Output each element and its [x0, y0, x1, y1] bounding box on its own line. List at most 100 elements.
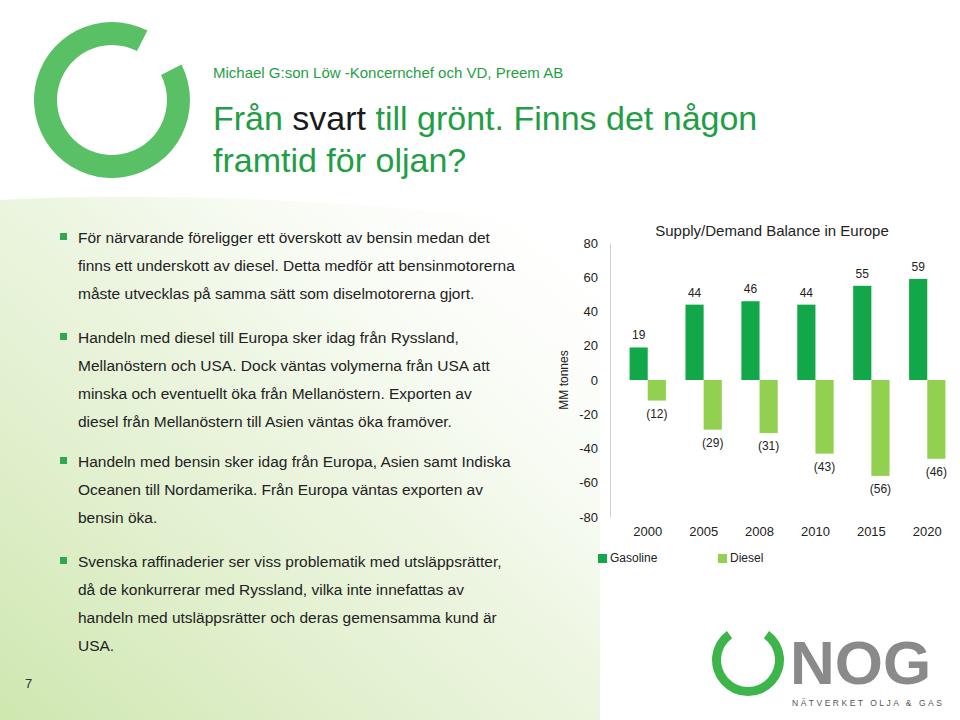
data-label: (43)	[814, 460, 835, 474]
bullet-text: För närvarande föreligger ett överskott …	[78, 229, 491, 246]
data-label: (12)	[646, 407, 667, 421]
y-tick-label: 60	[584, 270, 598, 285]
bar	[909, 279, 927, 380]
x-tick-label: 2008	[745, 524, 774, 539]
bullet-text: då de konkurrerar med Ryssland, vilka in…	[78, 581, 464, 598]
data-label: 59	[911, 260, 925, 274]
legend-swatch	[598, 554, 607, 563]
y-tick-label: -80	[579, 510, 598, 525]
bullet-text: bensin öka.	[78, 509, 157, 526]
bar	[685, 305, 703, 380]
page-number: 7	[25, 676, 32, 691]
y-axis-line	[610, 244, 611, 518]
x-tick-label: 2015	[857, 524, 886, 539]
legend-label: Gasoline	[610, 551, 658, 565]
bullet-text: finns ett underskott av diesel. Detta me…	[78, 257, 515, 274]
y-tick: 60	[584, 270, 610, 285]
bar	[853, 286, 871, 380]
x-tick-label: 2010	[801, 524, 830, 539]
background-swoosh	[0, 197, 600, 720]
legend: Gasoline Diesel	[598, 551, 763, 565]
data-label: (56)	[870, 482, 891, 496]
logo-name: NOG	[790, 628, 931, 697]
y-tick: 0	[591, 373, 610, 388]
bullet-text: Handeln med bensin sker idag från Europa…	[78, 453, 511, 470]
bar	[704, 380, 722, 430]
title: Från svart till grönt. Finns det någon	[213, 99, 757, 137]
title-part: till grönt. Finns det någon	[366, 99, 757, 137]
y-tick: 40	[584, 304, 610, 319]
bar	[927, 380, 945, 459]
x-tick: 2008	[745, 524, 774, 539]
logo-tagline: NÄTVERKET OLJA & GAS	[792, 698, 944, 708]
x-tick-label: 2005	[689, 524, 718, 539]
title-part: svart	[292, 99, 366, 137]
x-axis: 2000 2005 2008 2010 2015 2020	[633, 524, 941, 539]
y-tick-label: -20	[579, 407, 598, 422]
bullet-text: måste utvecklas på samma sätt som diselm…	[78, 285, 474, 302]
y-tick-label: 20	[584, 338, 598, 353]
bullet-marker	[60, 557, 67, 564]
title-part: Från	[213, 99, 292, 137]
bullet-text: USA.	[78, 637, 114, 654]
chart: Supply/Demand Balance in Europe MM tonnes…	[557, 222, 947, 565]
slide: Michael G:son Löw -Koncernchef och VD, P…	[0, 0, 960, 720]
legend-swatch	[718, 554, 727, 563]
y-tick-label: 0	[591, 373, 598, 388]
x-tick: 2000	[633, 524, 662, 539]
bar	[741, 301, 759, 380]
bullet-text: minska och eventuellt öka från Mellanöst…	[78, 385, 472, 402]
bullet-text: diesel från Mellanöstern till Asien vänt…	[78, 413, 452, 430]
x-tick-label: 2020	[913, 524, 942, 539]
bar	[760, 380, 778, 433]
y-tick-label: -60	[579, 475, 598, 490]
bar	[871, 380, 889, 476]
logo-ring	[34, 22, 190, 178]
y-tick: -40	[579, 441, 610, 456]
x-tick-label: 2000	[633, 524, 662, 539]
bullet-marker	[60, 457, 67, 464]
data-label: 46	[744, 282, 758, 296]
bar	[630, 347, 648, 380]
bullet-text: Svenska raffinaderier ser viss problemat…	[78, 553, 502, 570]
logo-ring	[712, 631, 784, 696]
x-tick: 2010	[801, 524, 830, 539]
data-label: 19	[632, 328, 646, 342]
background	[0, 0, 960, 720]
y-tick: -80	[579, 510, 610, 525]
x-tick: 2020	[913, 524, 942, 539]
data-label: 44	[800, 286, 814, 300]
x-tick: 2015	[857, 524, 886, 539]
bullet-text: Handeln med diesel till Europa sker idag…	[78, 329, 459, 346]
data-label: (46)	[926, 465, 947, 479]
legend-label: Diesel	[730, 551, 763, 565]
y-tick: 80	[584, 236, 610, 251]
title: framtid för oljan?	[213, 141, 466, 179]
y-tick: -60	[579, 475, 610, 490]
bullet-text: Mellanöstern och USA. Dock väntas volyme…	[78, 357, 490, 374]
y-tick-label: -40	[579, 441, 598, 456]
bar	[815, 380, 833, 454]
bullet-text: Oceanen till Nordamerika. Från Europa vä…	[78, 481, 483, 498]
x-tick: 2005	[689, 524, 718, 539]
chart-title: Supply/Demand Balance in Europe	[655, 222, 888, 239]
y-axis: -80 -60 -40 -20 0 20 40 60 80	[579, 236, 610, 525]
y-axis-title: MM tonnes	[557, 350, 571, 409]
data-labels: 19 44 46 44 55 59 (12) (29) (31) (43) (56) (46)	[632, 260, 947, 496]
y-tick: 20	[584, 338, 610, 353]
y-tick: -20	[579, 407, 610, 422]
bullet-marker	[60, 333, 67, 340]
y-tick-label: 80	[584, 236, 598, 251]
bullet-text: handeln med utsläppsrätter och deras gem…	[78, 609, 497, 626]
bar	[648, 380, 666, 401]
data-label: (29)	[702, 436, 723, 450]
header: Michael G:son Löw -Koncernchef och VD, P…	[213, 64, 563, 81]
data-label: 44	[688, 286, 702, 300]
bullet-marker	[60, 233, 67, 240]
y-tick-label: 40	[584, 304, 598, 319]
logo: NOGNÄTVERKET OLJA & GAS	[712, 628, 944, 708]
data-label: (31)	[758, 439, 779, 453]
bar	[797, 305, 815, 380]
bars	[630, 279, 946, 476]
data-label: 55	[856, 267, 870, 281]
